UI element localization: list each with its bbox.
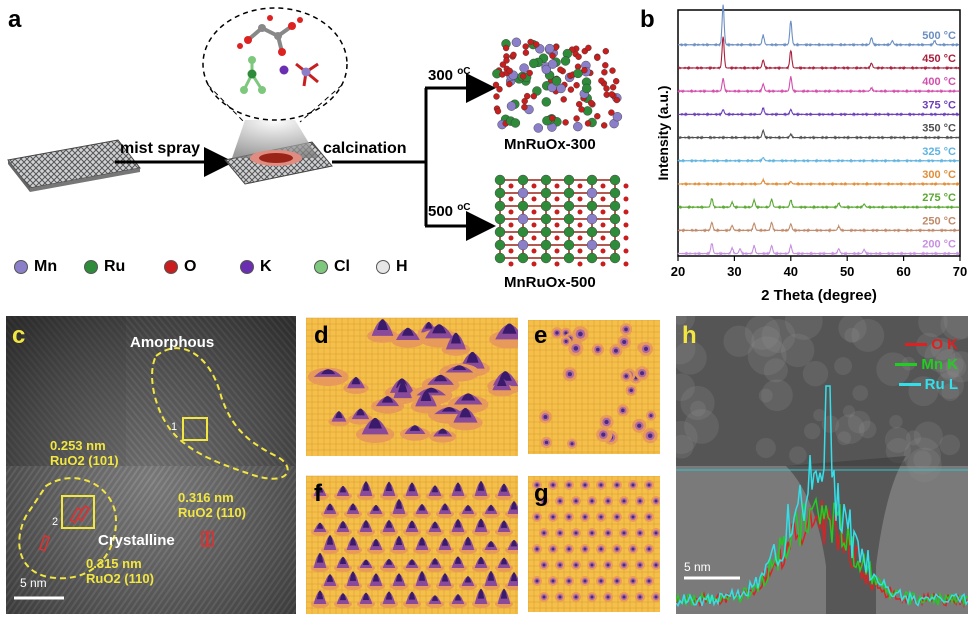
eds-profile-2 [676,385,968,608]
legend-swatch [895,362,918,366]
panel-label-h: h [682,322,697,349]
d-spacing-101-label: 0.253 nm RuO2 (101) [50,438,119,468]
amorphous-region-outline [151,347,289,480]
legend-swatch [905,342,928,346]
series-label-325: 325 °C [922,146,956,158]
surface-plot-d [306,317,518,456]
legend-label: Ru [104,258,126,275]
panel-label-b: b [640,6,655,33]
legend-item-h: H [376,258,408,276]
region-box-2 [61,495,95,529]
legend-item-mn: Mn [14,258,57,276]
xrd-series-375 [677,106,960,117]
eds-legend: O K Mn K Ru L [878,334,958,394]
legend-label: O K [931,335,958,353]
legend-label: O [184,258,197,275]
panel-label-g: g [534,480,549,507]
temperature-300-label: 300 oC [428,66,471,84]
x-tick-label: 20 [671,264,685,279]
d-spacing-110-right-label: 0.316 nm RuO2 (110) [178,490,246,520]
xrd-series-275 [678,197,960,210]
x-tick-label: 70 [953,264,967,279]
coated-substrate-icon [224,120,333,185]
eds-line-scan [676,316,968,614]
surface-plot-f [306,475,518,614]
legend-swatch [898,382,921,386]
x-tick-label: 30 [727,264,741,279]
plot-frame [677,9,961,257]
amorphous-label: Amorphous [130,334,215,351]
legend-label: K [260,258,272,275]
product-500-label: MnRuOx-500 [504,274,596,291]
scale-bar-label-h: 5 nm [684,560,711,574]
legend-item-cl: Cl [314,258,350,276]
series-label-450: 450 °C [922,53,956,65]
x-tick-label: 40 [784,264,798,279]
legend-label: H [396,258,408,275]
xrd-chart: 20 30 40 50 60 70 2 Theta (degree) Intensity (a… [655,4,967,304]
legend-item-ru: Ru [84,258,125,276]
scale-bar-label-c: 5 nm [20,576,47,590]
x-tick-label: 50 [840,264,854,279]
h-atom-icon [376,260,390,274]
series-label-300: 300 °C [922,169,956,181]
ru-atom-icon [84,260,98,274]
surface-plot-g [528,476,660,612]
series-label-400: 400 °C [922,76,956,88]
panel-label-f: f [314,480,322,507]
eds-legend-item: Ru L [878,374,958,394]
surface-plot-e [528,320,660,454]
series-label-375: 375 °C [922,99,956,111]
legend-item-o: O [164,258,196,276]
mnruox-500-structure-icon [494,174,629,267]
eds-legend-item: O K [878,334,958,354]
crystalline-label: Crystalline [98,532,175,549]
k-atom-icon [240,260,254,274]
eds-profile-1 [676,496,968,608]
d-spacing-110-left-label: 0.315 nm RuO2 (110) [86,556,154,586]
xrd-series-200 [677,243,960,256]
xrd-series-250 [677,221,960,233]
mn-atom-icon [14,260,28,274]
legend-label: Ru L [924,375,958,393]
calcination-label: calcination [323,140,407,157]
hrtem-image [6,316,296,614]
legend-label: Mn K [921,355,958,373]
x-tick-label: 60 [896,264,910,279]
panel-label-a: a [8,6,22,33]
temperature-500-label: 500 oC [428,202,471,220]
series-label-250: 250 °C [922,215,956,227]
substrate-mesh-icon [7,139,141,192]
cl-atom-icon [314,260,328,274]
eds-legend-item: Mn K [878,354,958,374]
legend-label: Cl [334,258,350,275]
x-axis-label: 2 Theta (degree) [761,287,877,304]
panel-label-e: e [534,322,548,349]
xrd-series-350 [677,128,960,141]
xrd-series-400 [677,76,960,94]
legend-label: Mn [34,258,58,275]
panel-label-d: d [314,322,329,349]
series-label-200: 200 °C [922,239,956,251]
atom-legend: Mn Ru O K Cl H [14,256,444,280]
legend-item-k: K [240,258,272,276]
precursor-bubble [202,7,348,123]
box-2-label: 2 [52,516,59,528]
synthesis-scheme [7,7,629,267]
o-atom-icon [164,260,178,274]
region-box-1 [182,417,208,441]
xrd-series-300 [677,177,960,187]
mnruox-300-structure-icon [492,37,623,133]
series-label-350: 350 °C [922,123,956,135]
panel-label-c: c [12,322,26,349]
series-label-275: 275 °C [922,192,956,204]
box-1-label: 1 [171,421,178,433]
product-300-label: MnRuOx-300 [504,136,596,153]
y-axis-label: Intensity (a.u.) [655,86,671,181]
xrd-series-325 [677,157,960,164]
series-label-500: 500 °C [922,30,956,42]
xrd-series-500 [678,4,960,48]
xrd-series-450 [677,36,960,71]
mist-spray-label: mist spray [120,140,201,157]
